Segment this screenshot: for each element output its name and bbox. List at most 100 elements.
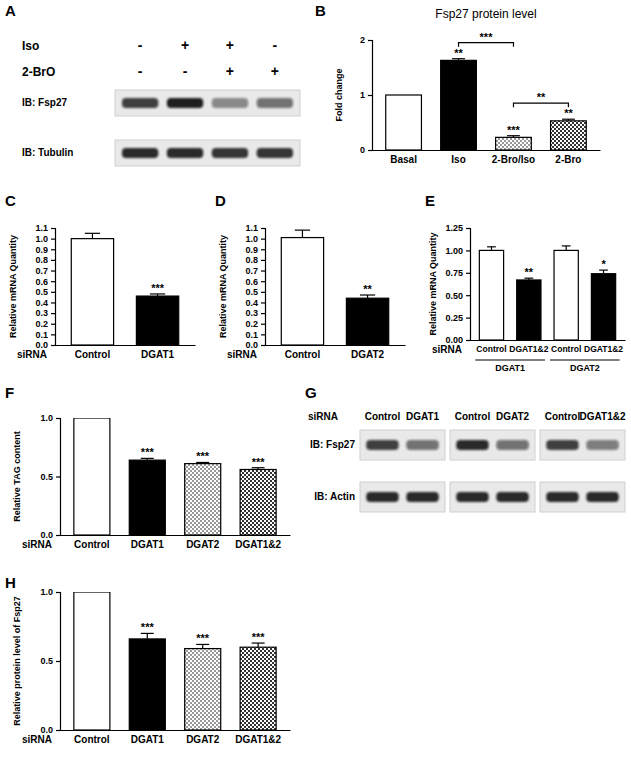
bar (551, 121, 587, 150)
y-tick-label: 1.0 (35, 234, 48, 244)
x-tick: DGAT2 (186, 539, 220, 550)
x-axis-line (471, 340, 626, 341)
band (496, 492, 528, 502)
y-tick-mark (261, 260, 265, 261)
plot-area (71, 233, 178, 345)
bar (185, 464, 221, 535)
y-tick-label: 0.50 (445, 291, 463, 301)
group-label: DGAT1 (495, 363, 525, 373)
y-tick-label: 0.8 (245, 255, 258, 265)
y-axis-title: Relative mRNA Quantity (8, 235, 18, 338)
x-tick: Control (551, 344, 581, 354)
plot-area (74, 592, 276, 730)
band (167, 98, 203, 108)
y-axis: 0.00.10.20.30.40.50.60.70.80.91.01.1 (245, 223, 265, 350)
blot-background (450, 430, 535, 460)
y-tick-mark (466, 318, 470, 319)
y-axis-title: Relative mRNA Quantity (218, 235, 228, 338)
x-tick: DGAT1&2 (235, 539, 281, 550)
y-tick-label: 0.7 (35, 266, 48, 276)
y-tick: 1.0 (40, 413, 60, 423)
y-tick-label: 0.8 (35, 255, 48, 265)
y-tick-mark (51, 324, 55, 325)
y-tick-label: 1.1 (35, 223, 48, 233)
y-tick-label: 0.3 (35, 308, 48, 318)
y-tick-label: 2 (360, 35, 365, 45)
error-bar (295, 230, 310, 237)
y-tick-mark (56, 661, 60, 662)
y-tick-mark (56, 730, 60, 731)
y-axis: 0.00.10.20.30.40.50.60.70.80.91.01.1 (35, 223, 55, 350)
y-tick-mark (368, 95, 372, 96)
x-axis: ControlDGAT2 (266, 346, 406, 361)
significance: *** (141, 446, 155, 458)
y-tick-label: 0.5 (40, 472, 53, 482)
blot-background (450, 482, 535, 512)
bar-panel: D0.00.10.20.30.40.50.60.70.80.91.01.1Con… (215, 192, 406, 360)
bar-panel: E0.000.250.500.751.001.25ControlDGAT1&2C… (425, 192, 626, 373)
band (212, 148, 248, 158)
error-bar (252, 643, 265, 647)
x-tick-label: DGAT2 (186, 539, 220, 550)
y-tick: 0.6 (35, 277, 55, 287)
bar (136, 296, 178, 345)
y-tick-mark (466, 250, 470, 251)
error-bar (507, 136, 520, 138)
x-axis-title: siRNA (22, 734, 52, 745)
x-tick-label: DGAT1 (131, 539, 165, 550)
plot-area (386, 59, 587, 150)
y-tick: 2 (360, 35, 372, 45)
y-axis-line (466, 229, 471, 341)
y-tick-mark (51, 249, 55, 250)
x-tick: DGAT2 (186, 734, 220, 745)
band (586, 440, 618, 450)
error-bar (150, 294, 165, 296)
error-bar (524, 278, 533, 280)
significance: ** (564, 107, 573, 119)
y-tick-label: 1.0 (245, 234, 258, 244)
x-tick-label: Control (75, 349, 111, 360)
y-axis: 0.00.51.0 (40, 413, 60, 540)
y-tick: 0.8 (245, 255, 265, 265)
y-tick: 0.7 (35, 266, 55, 276)
bar-panel: B012BasalIso2-Bro/Iso2-BroFold changeFsp… (315, 2, 601, 165)
condition-label: Iso (22, 39, 39, 53)
error-line (147, 633, 148, 639)
band (212, 98, 248, 108)
y-tick-label: 0.2 (35, 319, 48, 329)
blot-background (115, 140, 300, 166)
y-axis: 012 (360, 35, 373, 155)
error-bar (562, 119, 575, 121)
significance: ** (525, 266, 534, 278)
x-axis-title: siRNA (17, 349, 47, 360)
x-axis: ControlDGAT1DGAT2DGAT1&2 (61, 536, 291, 551)
bar-panel: C0.00.10.20.30.40.50.60.70.80.91.01.1Con… (5, 192, 196, 360)
x-axis-line (373, 150, 601, 151)
y-tick-mark (51, 260, 55, 261)
y-tick-mark (261, 313, 265, 314)
error-bar (196, 644, 209, 648)
y-tick-label: 0.2 (245, 319, 258, 329)
y-axis: 0.00.51.0 (40, 587, 60, 735)
lane-label: DGAT1 (406, 411, 440, 422)
figure: AIso-++-2-BrO--++IB: Fsp27IB: TubulinB01… (0, 0, 631, 761)
significance: *** (252, 456, 266, 468)
blot-background (360, 430, 445, 460)
y-tick-mark (56, 592, 60, 593)
error-bar (196, 462, 209, 463)
x-tick: 2-Bro/Iso (492, 154, 535, 165)
error-bar (252, 468, 265, 470)
x-axis-line (56, 345, 196, 346)
y-tick-label: 1.0 (40, 587, 53, 597)
band (456, 440, 488, 450)
y-tick-mark (51, 239, 55, 240)
row-label: IB: Actin (314, 491, 355, 502)
y-tick: 1.1 (245, 223, 265, 233)
y-tick: 0.5 (40, 472, 60, 482)
y-tick: 1.1 (35, 223, 55, 233)
y-tick: 1.0 (245, 234, 265, 244)
band (366, 492, 398, 502)
band (546, 492, 578, 502)
band (366, 440, 398, 450)
row-label: IB: Fsp27 (310, 439, 355, 450)
